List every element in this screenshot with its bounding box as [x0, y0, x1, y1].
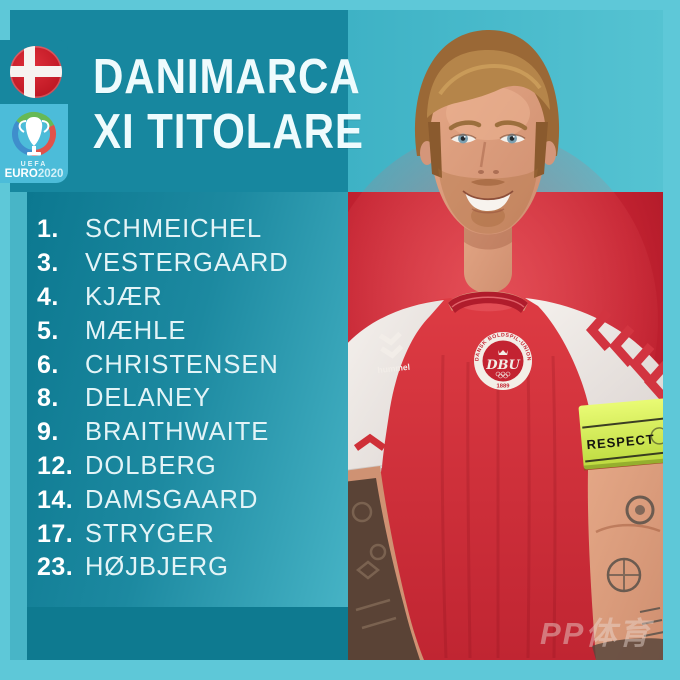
euro2020-badge: UEFA EURO2020 — [0, 104, 68, 183]
lineup-number: 6. — [37, 350, 59, 379]
chin-beard — [471, 205, 505, 227]
lineup-row: 8. DELANEY — [27, 382, 348, 416]
tattoo-right-details — [606, 495, 663, 637]
lineup-row: 14. DAMSGAARD — [27, 483, 348, 517]
uefa-text: UEFA — [21, 161, 48, 168]
uefa-respect-emblem — [650, 427, 663, 445]
hummel-text: hummel — [377, 362, 410, 375]
lineup-row: 1. SCHMEICHEL — [27, 213, 348, 247]
lineup-row: 5. MÆHLE — [27, 314, 348, 348]
crest-olympic-rings — [495, 371, 511, 379]
armband-respect-text: RESPECT — [586, 431, 655, 452]
sleeve-right — [525, 298, 663, 418]
lineup-name: STRYGER — [85, 519, 215, 548]
lineup-name: MÆHLE — [85, 316, 187, 345]
sleeve-left-chevron — [353, 433, 387, 451]
lineup-number: 12. — [37, 451, 74, 480]
page-title: DANIMARCA XI TITOLARE — [93, 50, 364, 160]
lineup-name: SCHMEICHEL — [85, 215, 263, 244]
dbu-crest: DANSK BOLDSPIL-UNION 1889 DBU — [474, 332, 532, 390]
lineup-row: 3. VESTERGAARD — [27, 247, 348, 281]
crest-crown — [498, 350, 508, 355]
lineup-number: 5. — [37, 316, 59, 345]
denmark-flag-badge — [0, 40, 68, 104]
mouth — [462, 190, 514, 214]
sideburn-right — [534, 122, 548, 178]
nostril-right — [493, 170, 499, 174]
lineup-name: DAMSGAARD — [85, 485, 259, 514]
lineup-number: 8. — [37, 384, 59, 413]
lineup-row: 12. DOLBERG — [27, 450, 348, 484]
elbow-crease — [595, 523, 661, 534]
tattoo-left-details — [351, 501, 397, 630]
lineup-name: CHRISTENSEN — [85, 350, 279, 379]
sideburn-left — [428, 122, 442, 178]
lineup-number: 1. — [37, 215, 59, 244]
lineup-number: 17. — [37, 519, 74, 548]
lineup-number: 4. — [37, 282, 59, 311]
page-title-line1: DANIMARCA — [93, 50, 361, 104]
lineup-number: 23. — [37, 553, 74, 582]
lineup-row: 23. HØJBJERG — [27, 551, 348, 585]
pp-sports-watermark: PP体育 — [540, 616, 652, 651]
eyebrow-right — [494, 120, 528, 131]
lineup-row: 9. BRAITHWAITE — [27, 416, 348, 450]
lineup-number: 3. — [37, 249, 59, 278]
jersey-collar — [448, 291, 528, 313]
nostril-left — [478, 170, 484, 174]
lineup-name: HØJBJERG — [85, 553, 230, 582]
sleeve-left — [348, 300, 444, 472]
crest-year-text: 1889 — [497, 384, 511, 390]
lineup-row: 6. CHRISTENSEN — [27, 348, 348, 382]
eyebrow-left — [448, 120, 482, 131]
lineup-list: 1. SCHMEICHEL 3. VESTERGAARD 4. KJÆR 5. … — [27, 192, 348, 607]
hair-front — [427, 50, 550, 118]
collar-highlight — [451, 296, 525, 308]
denmark-flag-icon — [9, 45, 63, 99]
euro-text: EURO — [5, 168, 38, 180]
player-figure: RESPECT hummel — [348, 29, 663, 660]
lineup-number: 14. — [37, 485, 74, 514]
euro2020-text: EURO2020 — [5, 168, 64, 180]
mustache — [471, 179, 505, 186]
hummel-logo: hummel — [377, 331, 410, 375]
lineup-row: 4. KJÆR — [27, 281, 348, 315]
hair-highlight — [438, 63, 542, 96]
lineup-name: DELANEY — [85, 384, 212, 413]
nose — [479, 141, 487, 168]
player-photo: RESPECT hummel — [348, 10, 663, 660]
euro-year-text: 2020 — [38, 168, 64, 180]
lineup-name: BRAITHWAITE — [85, 418, 270, 447]
player-photo-panel: RESPECT hummel — [348, 10, 663, 660]
bottom-band — [27, 607, 348, 660]
lineup-row: 17. STRYGER — [27, 517, 348, 551]
lineup-name: DOLBERG — [85, 451, 217, 480]
euro2020-logo: UEFA EURO2020 — [5, 112, 64, 180]
lineup-number: 9. — [37, 418, 59, 447]
crest-initials: DBU — [485, 358, 520, 373]
tattoo-left-arm — [348, 478, 420, 660]
tattoo-wrist — [592, 638, 663, 660]
jersey-fabric-streaks — [440, 354, 557, 659]
captain-armband: RESPECT — [578, 398, 663, 471]
sleeve-right-chevrons — [585, 309, 663, 403]
eyes — [450, 133, 526, 144]
lineup-name: VESTERGAARD — [85, 249, 289, 278]
lineup-name: KJÆR — [85, 282, 163, 311]
page-title-line2: XI TITOLARE — [93, 105, 364, 159]
trophy-icon — [18, 117, 50, 156]
